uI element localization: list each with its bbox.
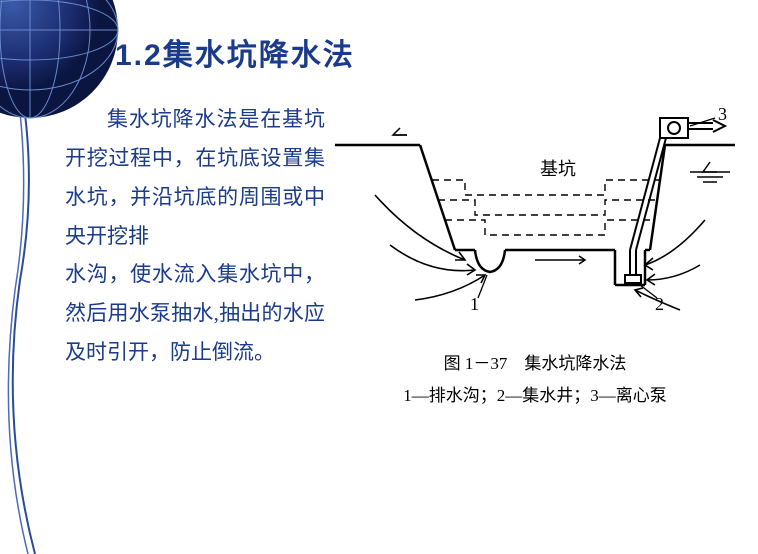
label-pit: 基坑 [540, 159, 576, 179]
figure-column: 基坑 1 2 3 图 1－37 集水坑降水法 1—排水沟；2—集水井；3—离心泵 [335, 100, 735, 413]
figure-caption: 图 1－37 集水坑降水法 1—排水沟；2—集水井；3—离心泵 [403, 348, 667, 413]
label-1: 1 [470, 294, 479, 314]
paragraph-2: 水沟，使水流入集水坑中，然后用水泵抽水,抽出的水应及时引开，防止倒流。 [65, 255, 325, 372]
label-3: 3 [718, 104, 727, 124]
caption-title: 图 1－37 集水坑降水法 [403, 348, 667, 380]
content-wrap: 集水坑降水法是在基坑开挖过程中，在坑底设置集水坑，并沿坑底的周围或中央开挖排 水… [65, 100, 735, 413]
paragraph-1: 集水坑降水法是在基坑开挖过程中，在坑底设置集水坑，并沿坑底的周围或中央开挖排 [65, 100, 325, 255]
body-text: 集水坑降水法是在基坑开挖过程中，在坑底设置集水坑，并沿坑底的周围或中央开挖排 水… [65, 100, 325, 413]
caption-legend: 1—排水沟；2—集水井；3—离心泵 [403, 380, 667, 412]
sump-dewatering-diagram: 基坑 1 2 3 [335, 100, 735, 330]
slide-title: 1.2集水坑降水法 [115, 30, 355, 74]
globe-decoration [0, 0, 120, 120]
